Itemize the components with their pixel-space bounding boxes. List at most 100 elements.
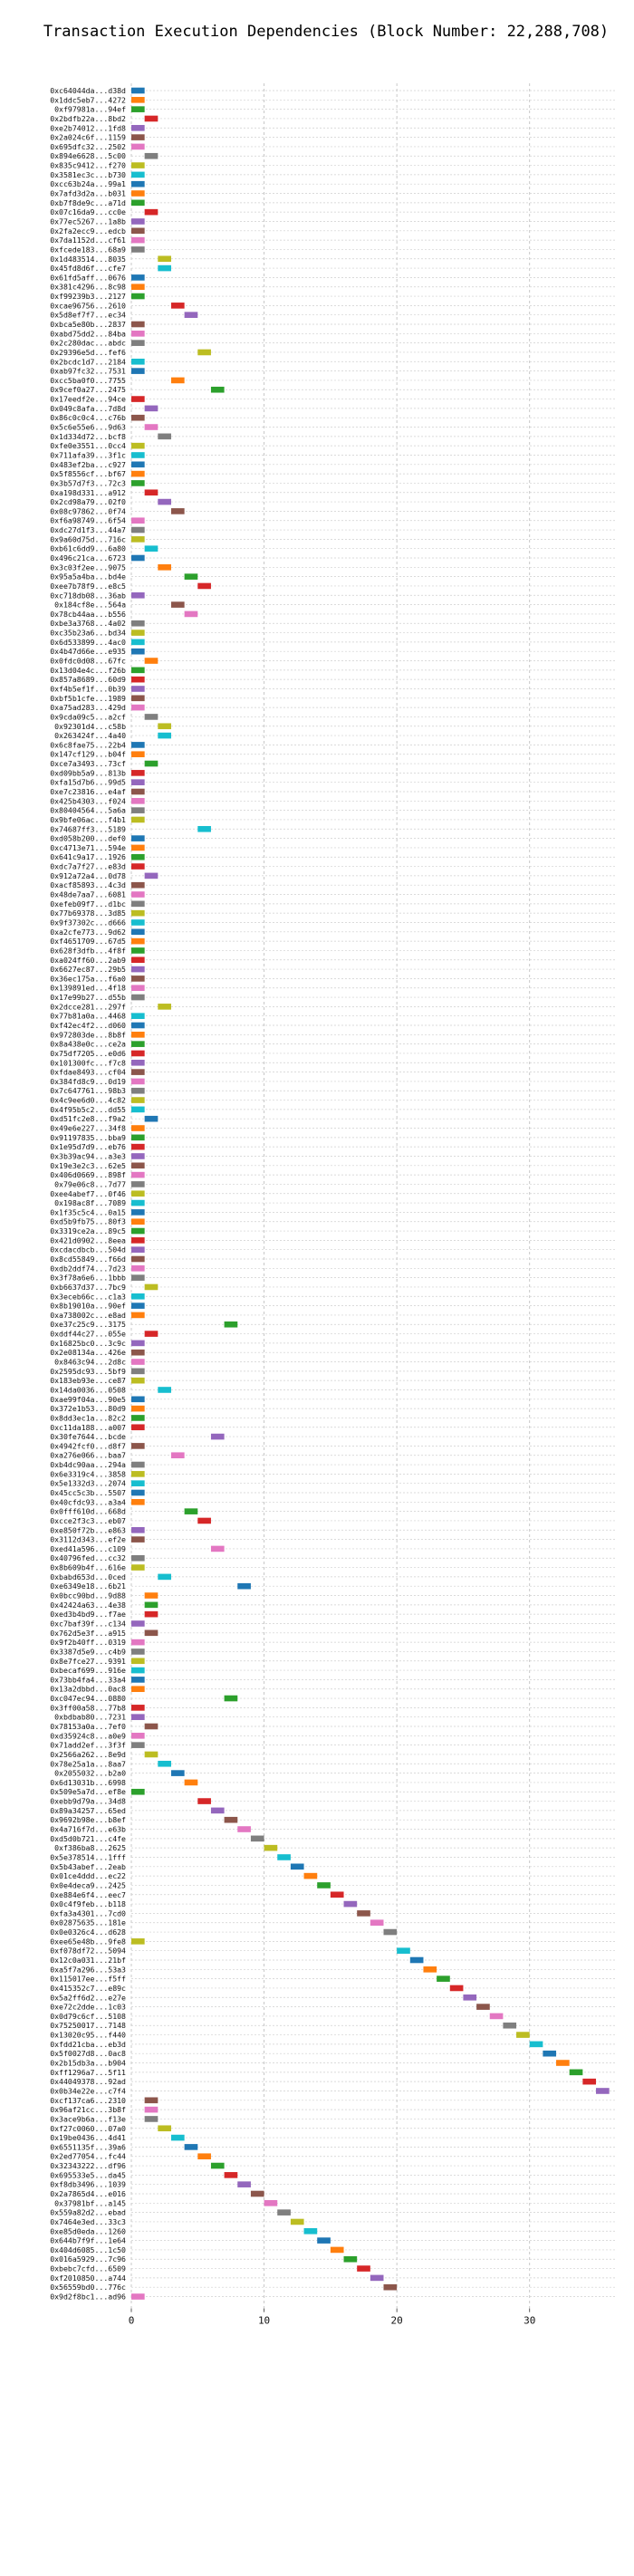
tx-bar: [131, 452, 145, 458]
tx-label: 0x835c9412...f270: [50, 161, 126, 170]
tx-bar: [357, 1910, 370, 1917]
tx-label: 0xcc63b24a...99a1: [50, 179, 126, 188]
tx-bar: [131, 1658, 145, 1665]
tx-label: 0x5d8ef7f7...ec34: [50, 311, 126, 320]
tx-bar: [158, 255, 171, 263]
tx-bar: [131, 134, 145, 140]
tx-label: 0x2055032...b2a0: [54, 1769, 126, 1778]
tx-label: 0x75250017...7148: [50, 2021, 126, 2030]
tx-label: 0x40796fed...cc32: [50, 1553, 126, 1562]
tx-label: 0x6e3319c4...3858: [50, 1469, 126, 1478]
tx-label: 0xfe0e3551...0cc4: [50, 441, 126, 450]
tx-label: 0x2dcce281...297f: [50, 1002, 126, 1011]
tx-bar: [330, 1891, 344, 1898]
tx-bar: [131, 1162, 145, 1169]
tx-bar: [370, 2274, 384, 2282]
tx-bar: [131, 1181, 145, 1187]
tx-label: 0x049c8afa...7d8d: [50, 404, 126, 413]
tx-bar: [144, 2116, 158, 2122]
tx-bar: [596, 2088, 610, 2094]
tx-bar: [131, 1620, 145, 1627]
tx-label: 0x17e99b27...d55b: [50, 993, 126, 1002]
tx-label: 0xbf5b1cfe...1989: [50, 694, 126, 703]
chart-title: Transaction Execution Dependencies (Bloc…: [43, 23, 609, 41]
tx-bar: [131, 1143, 145, 1150]
tx-label: 0xc11da188...a007: [50, 1423, 126, 1432]
tx-label: 0xf99239b3...2127: [50, 292, 126, 301]
tx-bar: [131, 1171, 145, 1178]
tx-label: 0x13020c95...f440: [50, 2031, 126, 2040]
tx-label: 0x37981bf...a145: [54, 2198, 126, 2207]
tx-bar: [144, 489, 158, 496]
tx-bar: [131, 779, 145, 785]
tx-label: 0x91197835...bba9: [50, 1133, 126, 1142]
tx-bar: [131, 966, 145, 973]
tx-bar: [131, 798, 145, 804]
tx-bar: [131, 180, 145, 187]
tx-label: 0xcdacdbcb...504d: [50, 1245, 126, 1254]
tx-label: 0xc047ec94...0880: [50, 1694, 126, 1703]
tx-label: 0x75df7205...e0d6: [50, 1049, 126, 1058]
tx-bar: [463, 1994, 477, 2001]
tx-bar: [144, 1592, 158, 1599]
tx-bar: [170, 303, 185, 309]
tx-label: 0x3b39ac94...a3e3: [50, 1151, 126, 1160]
tx-label: 0xbdbab80...7231: [54, 1713, 126, 1722]
tx-label: 0x78e25a1a...8aa7: [50, 1759, 126, 1768]
tx-bar: [131, 1536, 145, 1543]
tx-label: 0x509e5a7d...ef8e: [50, 1787, 126, 1796]
tx-bar: [131, 470, 145, 477]
tx-label: 0x16825bc0...3c9c: [50, 1339, 126, 1348]
tx-bar: [158, 723, 171, 730]
tx-label: 0xa738002c...e8ad: [50, 1311, 126, 1320]
tx-bar: [131, 358, 145, 365]
tx-label: 0xfa3a4301...7cd0: [50, 1908, 126, 1918]
tx-label: 0xcf137ca6...2310: [50, 2096, 126, 2105]
tx-bar: [556, 2060, 570, 2066]
tx-bar: [131, 536, 145, 543]
tx-bar: [543, 2050, 557, 2057]
tx-label: 0x14da0036...0508: [50, 1385, 126, 1394]
tx-bar: [170, 1452, 185, 1459]
tx-label: 0x3387d5e9...c4b9: [50, 1647, 126, 1656]
tx-label: 0x3ace9b6a...f13e: [50, 2114, 126, 2123]
tx-label: 0xc35b23a6...bd34: [50, 629, 126, 638]
tx-label: 0x48de7aa7...6081: [50, 890, 126, 899]
tx-label: 0xed41a596...c109: [50, 1544, 126, 1553]
tx-bar: [131, 1134, 145, 1141]
tx-bar: [144, 714, 158, 720]
tx-label: 0x3581ec3c...b730: [50, 170, 126, 179]
tx-label: 0xdb2ddf74...7d23: [50, 1264, 126, 1273]
tx-label: 0x9bfe06ac...f4b1: [50, 815, 126, 824]
tx-label: 0x78153a0a...7ef0: [50, 1722, 126, 1731]
tx-bar: [224, 1321, 238, 1328]
tx-label: 0x425b4303...f024: [50, 796, 126, 805]
tx-label: 0x9692b98e...b8ef: [50, 1815, 126, 1824]
tx-bar: [131, 648, 145, 655]
tx-bar: [158, 1760, 171, 1767]
tx-label: 0x2566a262...8e9d: [50, 1750, 126, 1759]
tx-label: 0xf42ec4f2...d060: [50, 1021, 126, 1030]
tx-bar: [184, 1508, 198, 1514]
tx-bar: [131, 1237, 145, 1244]
tx-label: 0xf078df72...5094: [50, 1946, 126, 1956]
tx-label: 0x49e6e227...34f8: [50, 1124, 126, 1133]
tx-label: 0x139891ed...4f18: [50, 984, 126, 993]
tx-bar: [184, 573, 198, 580]
tx-label: 0x404d6085...1c50: [50, 2245, 126, 2254]
tx-bar: [131, 143, 145, 150]
tx-bar: [449, 1985, 464, 1992]
tx-label: 0xbabd653d...0ced: [50, 1572, 126, 1581]
tx-bar: [290, 2218, 304, 2225]
tx-bar: [290, 1863, 304, 1870]
tx-label: 0x01ce4ddd...ec22: [50, 1871, 126, 1880]
tx-bar: [184, 610, 198, 618]
tx-bar: [131, 124, 145, 131]
tx-label: 0x198ac8f...7089: [54, 1198, 126, 1207]
tx-label: 0x6551135f...39a6: [50, 2142, 126, 2151]
tx-label: 0x894e6628...5c00: [50, 151, 126, 160]
tx-bar: [131, 227, 145, 235]
tx-label: 0x1d334d72...bcf8: [50, 432, 126, 441]
tx-bar: [131, 1564, 145, 1571]
tx-label: 0x2cd98a79...02f0: [50, 497, 126, 506]
